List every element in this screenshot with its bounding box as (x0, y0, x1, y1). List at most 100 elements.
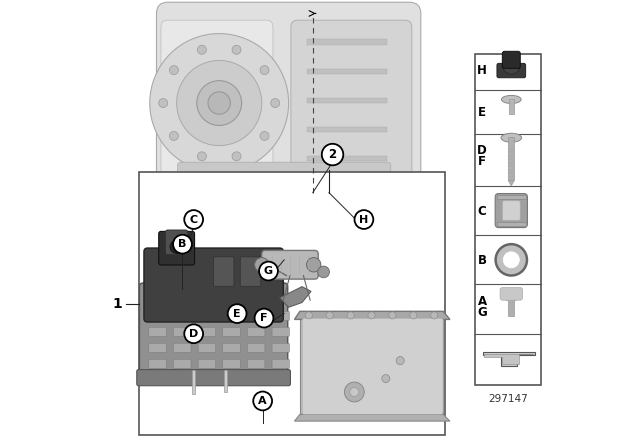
Circle shape (431, 312, 438, 319)
FancyBboxPatch shape (248, 311, 265, 320)
Bar (224, 370, 227, 392)
Text: E: E (478, 105, 486, 119)
Bar (509, 99, 514, 114)
FancyBboxPatch shape (165, 230, 188, 254)
FancyBboxPatch shape (302, 318, 443, 414)
Circle shape (307, 258, 321, 272)
Polygon shape (484, 354, 533, 365)
Circle shape (347, 312, 354, 319)
Text: D: D (189, 329, 198, 339)
Circle shape (184, 210, 203, 229)
Text: G: G (264, 266, 273, 276)
Circle shape (382, 375, 390, 383)
Polygon shape (483, 352, 535, 366)
Text: B: B (179, 239, 187, 249)
FancyBboxPatch shape (173, 296, 191, 305)
Circle shape (173, 235, 192, 254)
FancyBboxPatch shape (248, 296, 265, 305)
Ellipse shape (502, 95, 521, 103)
Circle shape (317, 266, 330, 278)
Circle shape (255, 309, 273, 327)
FancyBboxPatch shape (198, 359, 216, 368)
Circle shape (350, 388, 359, 396)
FancyBboxPatch shape (502, 201, 520, 220)
Bar (508, 297, 515, 316)
FancyBboxPatch shape (149, 327, 166, 336)
FancyBboxPatch shape (213, 257, 234, 286)
FancyBboxPatch shape (149, 343, 166, 352)
Circle shape (396, 357, 404, 365)
Circle shape (326, 312, 333, 319)
FancyBboxPatch shape (157, 2, 421, 204)
Bar (307, 69, 387, 74)
FancyBboxPatch shape (223, 359, 240, 368)
FancyBboxPatch shape (223, 343, 240, 352)
Bar (307, 98, 387, 103)
FancyBboxPatch shape (240, 257, 261, 286)
FancyBboxPatch shape (149, 359, 166, 368)
Circle shape (260, 131, 269, 140)
FancyBboxPatch shape (502, 52, 520, 69)
Circle shape (255, 258, 269, 272)
FancyBboxPatch shape (140, 283, 288, 378)
Bar (139, 172, 445, 435)
Circle shape (197, 81, 242, 125)
Circle shape (389, 312, 396, 319)
Circle shape (208, 92, 230, 114)
Text: G: G (477, 306, 487, 319)
Bar (307, 39, 387, 45)
Circle shape (232, 45, 241, 54)
FancyBboxPatch shape (198, 296, 216, 305)
Ellipse shape (501, 134, 522, 142)
Circle shape (344, 382, 364, 402)
FancyBboxPatch shape (500, 288, 522, 300)
Bar (497, 195, 525, 199)
Bar (192, 370, 195, 394)
FancyBboxPatch shape (198, 327, 216, 336)
Polygon shape (300, 311, 443, 414)
FancyBboxPatch shape (291, 20, 412, 186)
Polygon shape (280, 287, 311, 307)
FancyBboxPatch shape (272, 327, 289, 336)
FancyBboxPatch shape (159, 231, 195, 265)
FancyBboxPatch shape (223, 327, 240, 336)
Circle shape (184, 324, 203, 343)
FancyBboxPatch shape (198, 343, 216, 352)
Ellipse shape (502, 291, 521, 301)
Circle shape (503, 252, 520, 268)
Text: A: A (259, 396, 267, 406)
Circle shape (355, 210, 373, 229)
FancyBboxPatch shape (248, 343, 265, 352)
Circle shape (232, 152, 241, 161)
Polygon shape (508, 181, 515, 186)
FancyBboxPatch shape (272, 311, 289, 320)
Circle shape (322, 144, 343, 165)
Text: C: C (189, 215, 198, 224)
Text: F: F (478, 155, 486, 168)
Text: E: E (234, 309, 241, 319)
Circle shape (502, 56, 520, 74)
Bar (307, 156, 387, 161)
Bar (508, 138, 515, 181)
Circle shape (150, 34, 289, 172)
FancyBboxPatch shape (272, 343, 289, 352)
Circle shape (228, 304, 246, 323)
FancyBboxPatch shape (248, 359, 265, 368)
Circle shape (253, 392, 272, 410)
FancyBboxPatch shape (495, 194, 527, 228)
Text: H: H (477, 64, 487, 78)
FancyBboxPatch shape (161, 20, 273, 195)
FancyBboxPatch shape (177, 162, 391, 196)
Bar (307, 127, 387, 132)
FancyBboxPatch shape (173, 343, 191, 352)
FancyBboxPatch shape (497, 64, 525, 78)
FancyBboxPatch shape (223, 296, 240, 305)
Circle shape (271, 99, 280, 108)
Text: A: A (477, 294, 487, 308)
Circle shape (197, 45, 206, 54)
Circle shape (368, 312, 375, 319)
Circle shape (410, 312, 417, 319)
Text: B: B (477, 254, 486, 267)
FancyBboxPatch shape (223, 311, 240, 320)
FancyBboxPatch shape (198, 311, 216, 320)
